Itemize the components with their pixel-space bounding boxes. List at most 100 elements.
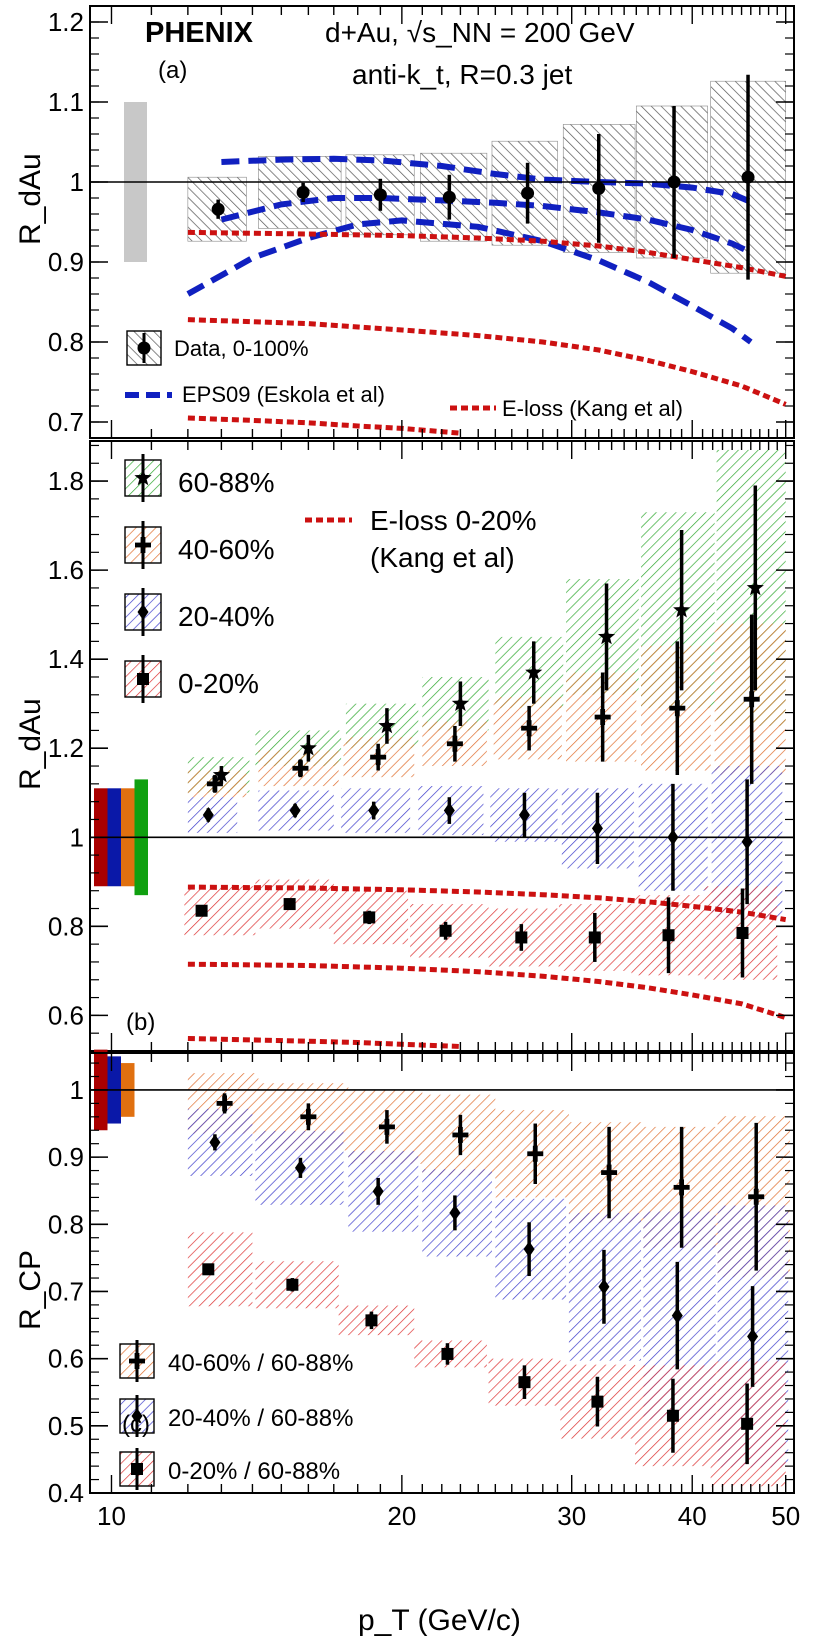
data-point-a-0-1 [296,185,310,199]
curve-a-0-0 [186,217,753,345]
y-axis-title-b: R_dAu [14,698,47,790]
sys-band-c-2-0 [187,1232,253,1307]
x-tick-label-3: 40 [678,1501,707,1531]
data-point-b-3-1 [283,898,296,911]
curve-b-0-2 [187,1036,461,1049]
x-tick-label-2: 30 [557,1501,586,1531]
legend-b-marker-2 [137,604,149,620]
data-point-b-1-3-v [452,735,458,752]
data-point-c-2-1 [286,1278,299,1291]
legend-b-60-88-label: 60-88% [178,467,275,498]
data-point-b-1-6 [669,700,686,717]
data-point-c-0-5 [601,1164,618,1181]
data-point-c-2-2 [365,1314,378,1327]
data-point-b-1-2 [370,749,387,766]
data-point-b-0-1 [299,739,317,756]
x-tick-label-0: 10 [97,1501,126,1531]
data-point-b-0-0 [212,765,230,783]
x-axis-title: p_T (GeV/c) [358,1604,521,1636]
data-point-a-0-0 [211,202,225,216]
panel-c-label: (c) [122,1411,150,1438]
data-point-b-1-4 [521,720,538,737]
sys-band-b-3-0 [184,886,256,936]
panel-c: 0.4 0.5 0.6 0.7 0.8 0.9 1 [48,1049,795,1508]
curve-b-0-1 [187,961,787,1020]
legend-c-marker-2 [131,1463,143,1475]
legend-b-symbols [124,454,352,703]
data-point-c-1-6 [671,1307,683,1324]
panel-a-header: PHENIX d+Au, √s_NN = 200 GeV anti-k_t, R… [145,17,635,90]
data-point-b-3-4 [515,931,528,944]
data-point-b-1-5 [594,709,611,726]
legend-b-eloss-label: E-loss 0-20% [370,505,537,536]
data-point-c-1-4 [523,1241,535,1258]
data-point-a-0-2 [373,188,387,202]
data-point-c-0-2 [378,1118,395,1135]
legend-a-eps09-label: EPS09 (Eskola et al) [182,382,385,407]
data-point-c-0-2-v [384,1118,390,1135]
data-point-b-3-2 [363,911,376,924]
data-point-a-0-7 [741,170,755,184]
data-point-b-3-6 [662,929,675,942]
data-point-a-0-3 [442,190,456,204]
data-point-b-2-1 [289,802,301,819]
x-tick-label-4: 50 [771,1501,800,1531]
curve-a-0-2 [221,155,752,205]
data-point-b-1-0 [206,775,223,792]
y-tick-label-b-0: 0.6 [48,1000,84,1030]
data-point-b-0-5 [598,627,616,645]
y-tick-label-a-0: 0.7 [48,407,84,437]
data-point-c-0-4 [527,1145,544,1162]
data-point-c-0-1-v [305,1108,311,1125]
legend-b-eloss-label-2: (Kang et al) [370,542,515,573]
y-tick-label-b-6: 1.8 [48,466,84,496]
data-point-c-2-0 [202,1263,215,1276]
panel-a: 0.7 0.8 0.9 1 1.1 1.2 [48,5,795,439]
y-tick-label-a-3: 1 [70,167,84,197]
data-point-c-2-5 [591,1395,604,1408]
data-point-b-1-0-v [212,775,218,792]
y-tick-label-c-3: 0.7 [48,1276,84,1306]
data-point-c-0-3 [452,1126,469,1143]
y-tick-label-b-1: 0.8 [48,911,84,941]
data-point-b-0-7 [746,578,764,596]
y-axis-title-a: R_dAu [14,153,47,245]
data-point-b-1-1 [292,760,309,777]
y-tick-label-b-4: 1.4 [48,644,84,674]
legend-panel-c: 40-60% / 60-88% 20-40% / 60-88% 0-20% / … [168,1350,353,1485]
legend-c-marker-0 [129,1353,145,1369]
curve-a-1-1 [187,317,787,407]
data-point-b-2-4 [518,807,530,824]
data-point-c-0-7-v [753,1188,759,1205]
data-point-c-2-3 [441,1347,454,1360]
data-point-c-0-4-v [532,1145,538,1162]
data-point-a-0-5 [592,181,606,195]
data-point-b-2-2 [368,802,380,819]
data-point-c-1-7 [747,1328,759,1345]
legend-a-symbols [125,330,496,411]
data-point-c-1-1 [294,1159,306,1176]
legend-a-data-marker [137,341,151,355]
experiment-label: PHENIX [145,17,254,49]
y-tick-label-c-1: 0.5 [48,1411,84,1441]
data-point-b-0-6 [673,601,691,618]
data-point-c-1-2 [372,1183,384,1200]
curve-b-0-0 [187,884,787,923]
x-tick-label-1: 20 [387,1501,416,1531]
legend-c-40-60-label: 40-60% / 60-88% [168,1350,353,1377]
curve-a-1-2 [187,415,461,436]
data-point-c-1-3 [449,1204,461,1221]
data-point-b-1-5-v [600,709,606,726]
legend-a-data-label: Data, 0-100% [174,336,309,361]
y-tick-label-a-2: 0.9 [48,247,84,277]
jet-label: anti-k_t, R=0.3 jet [352,59,572,90]
data-point-c-0-6 [673,1179,690,1196]
y-tick-label-b-3: 1.2 [48,733,84,763]
legend-b-marker-3 [137,673,149,685]
legend-b-marker-1 [135,537,151,553]
legend-b-0-20-label: 0-20% [178,668,259,699]
legend-b-marker-0 [134,469,152,486]
panel-a-label: (a) [158,57,187,84]
legend-c-20-40-label: 20-40% / 60-88% [168,1405,353,1432]
data-point-c-2-6 [666,1409,679,1422]
